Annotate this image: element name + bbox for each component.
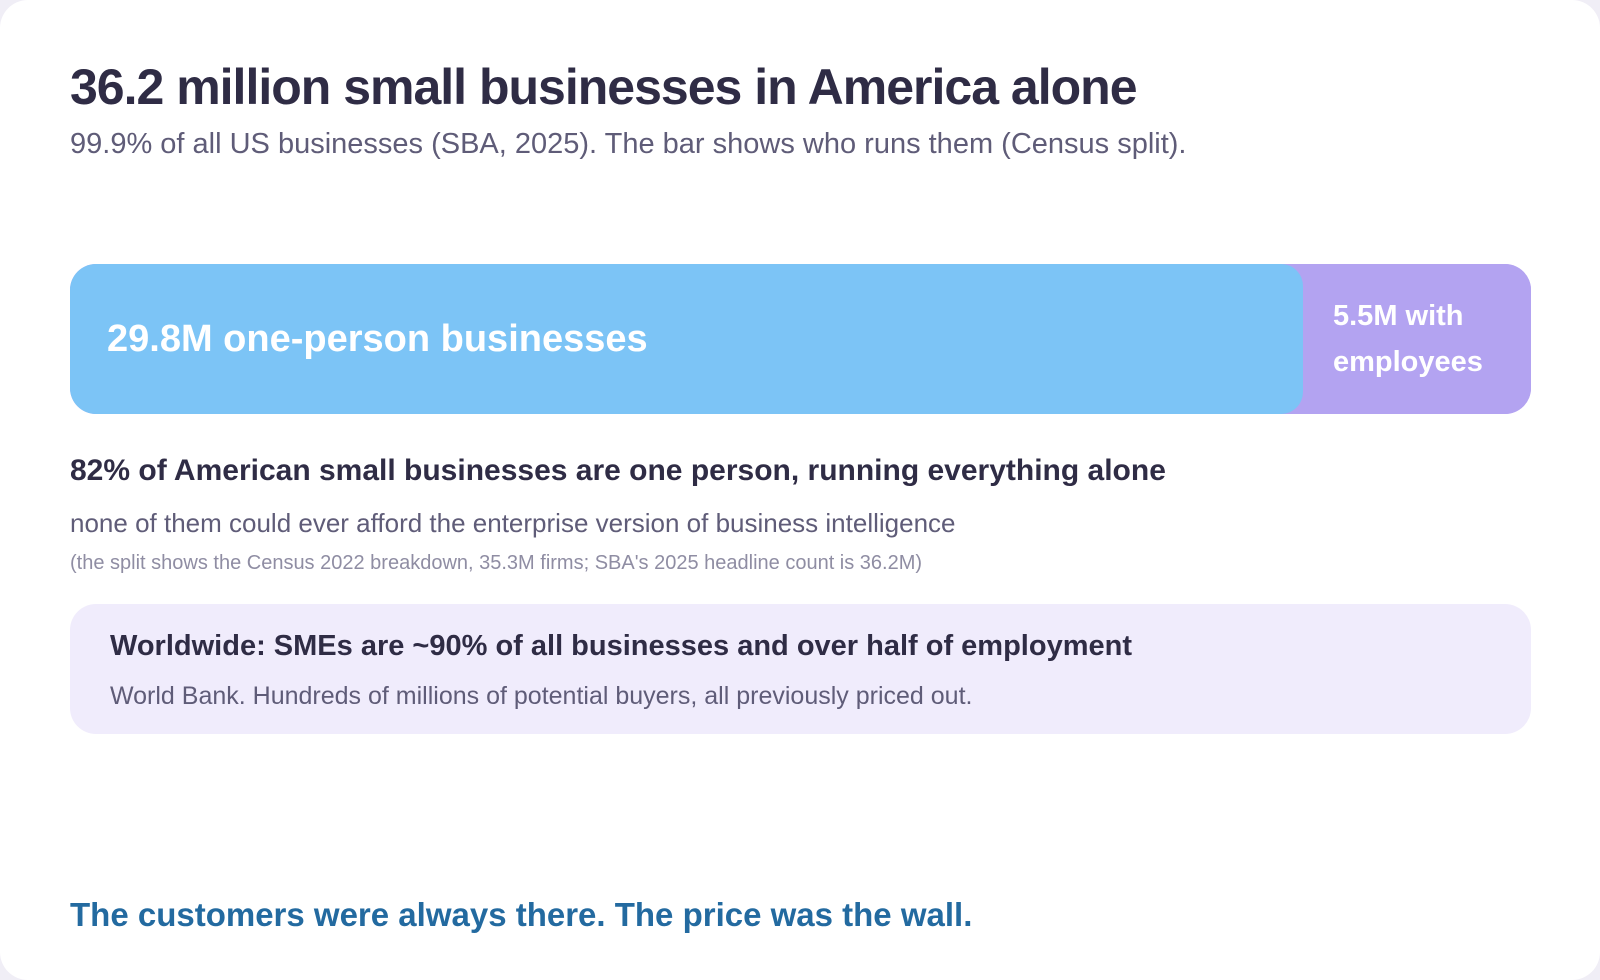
- stacked-bar-chart: 29.8M one-person businesses 5.5M with emp…: [70, 264, 1531, 414]
- page-subtitle: 99.9% of all US businesses (SBA, 2025). …: [70, 128, 1187, 160]
- finding-subtext: none of them could ever afford the enter…: [70, 508, 956, 538]
- closing-statement: The customers were always there. The pri…: [70, 896, 973, 933]
- finding-headline: 82% of American small businesses are one…: [70, 454, 1166, 487]
- bar-segment-one-person: 29.8M one-person businesses: [70, 264, 1303, 414]
- page-title: 36.2 million small businesses in America…: [70, 59, 1137, 115]
- callout-body: World Bank. Hundreds of millions of pote…: [110, 682, 973, 710]
- callout-title: Worldwide: SMEs are ~90% of all business…: [110, 630, 1132, 662]
- bar-segment-with-employees: 5.5M with employees: [1303, 264, 1531, 414]
- bar-segment-label: 5.5M with employees: [1333, 300, 1483, 378]
- source-footnote: (the split shows the Census 2022 breakdo…: [70, 552, 923, 574]
- worldwide-callout: Worldwide: SMEs are ~90% of all business…: [70, 604, 1531, 734]
- bar-segment-label: 29.8M one-person businesses: [107, 317, 648, 360]
